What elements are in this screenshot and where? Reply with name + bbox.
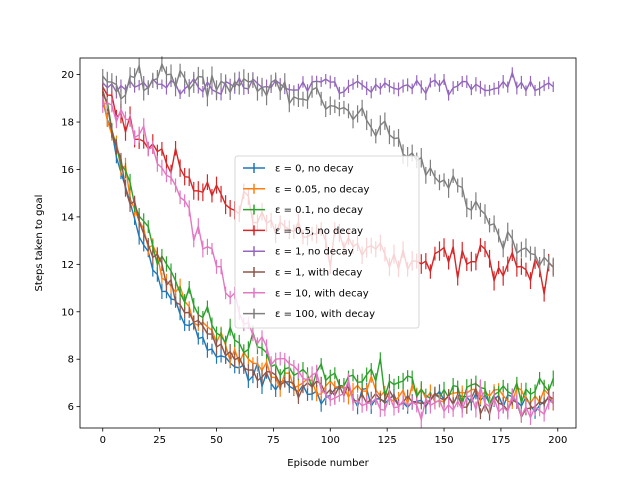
x-axis-label: Episode number (287, 458, 369, 469)
x-tick-label: 0 (100, 435, 106, 446)
legend: ε = 0, no decay ε = 0.05, no decay ε = 0.1… (234, 155, 420, 329)
x-tick-label: 50 (210, 435, 223, 446)
legend-label: ε = 1, with decay (275, 268, 362, 279)
legend-item: ε = 0.1, no decay (243, 204, 363, 216)
y-tick-label: 8 (68, 355, 74, 366)
y-tick-label: 20 (61, 70, 74, 81)
x-tick-label: 75 (267, 435, 280, 446)
y-tick-label: 6 (68, 402, 74, 413)
legend-label: ε = 0.05, no decay (275, 184, 370, 195)
legend-box (234, 155, 420, 329)
series-line (102, 102, 554, 423)
x-tick-label: 100 (321, 435, 340, 446)
y-tick-label: 14 (61, 212, 74, 223)
series-line (102, 96, 554, 407)
legend-label: ε = 0, no decay (275, 164, 354, 175)
y-tick-label: 10 (61, 307, 74, 318)
series-7 (102, 96, 554, 428)
x-tick-label: 25 (153, 435, 166, 446)
legend-item: ε = 100, with decay (243, 308, 375, 320)
legend-label: ε = 0.5, no decay (275, 226, 363, 237)
y-tick-label: 12 (61, 260, 74, 271)
x-tick-label: 200 (548, 435, 567, 446)
series-line (102, 95, 554, 407)
legend-item: ε = 1, no decay (243, 246, 354, 258)
legend-item: ε = 10, with decay (243, 287, 369, 299)
legend-label: ε = 10, with decay (275, 288, 369, 299)
legend-item: ε = 0.5, no decay (243, 225, 363, 237)
x-tick-label: 175 (491, 435, 510, 446)
y-tick-label: 16 (61, 165, 74, 176)
legend-item: ε = 1, with decay (243, 267, 362, 279)
legend-label: ε = 100, with decay (275, 309, 375, 320)
series-8 (102, 56, 554, 277)
legend-label: ε = 1, no decay (275, 247, 354, 258)
x-axis: 0 25 50 75 100 125 150 175 200 (100, 428, 567, 446)
series-line (102, 62, 554, 268)
y-tick-label: 18 (61, 118, 74, 129)
y-axis: 6 8 10 12 14 16 18 20 (61, 70, 80, 413)
series-line (102, 70, 554, 97)
axes-frame (79, 57, 577, 429)
x-tick-label: 125 (378, 435, 397, 446)
legend-item: ε = 0, no decay (243, 163, 354, 175)
y-axis-label: Steps taken to goal (34, 195, 45, 292)
x-tick-label: 150 (434, 435, 453, 446)
series-layer (102, 56, 554, 428)
legend-label: ε = 0.1, no decay (275, 205, 363, 216)
legend-item: ε = 0.05, no decay (243, 183, 370, 195)
